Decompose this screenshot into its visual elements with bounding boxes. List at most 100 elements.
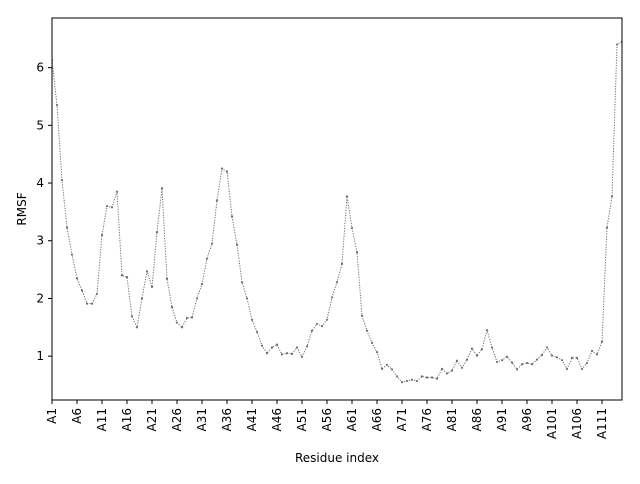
data-point: [475, 354, 479, 357]
data-point: [505, 355, 509, 358]
data-point: [480, 348, 484, 351]
data-point: [255, 330, 259, 334]
data-point: [335, 281, 339, 284]
data-point: [280, 353, 284, 356]
data-point: [610, 195, 614, 198]
data-point: [600, 340, 604, 343]
data-point: [355, 251, 359, 254]
data-point: [415, 379, 419, 383]
data-point: [160, 187, 164, 190]
x-tick-label: A81: [445, 408, 459, 431]
data-point: [445, 372, 449, 375]
data-point: [450, 369, 454, 372]
x-tick-label: A86: [470, 408, 484, 431]
data-point: [540, 353, 544, 357]
data-point: [270, 346, 274, 349]
data-point: [520, 363, 524, 366]
data-point: [225, 170, 229, 173]
data-point: [360, 314, 364, 317]
rmsf-series-line: [52, 41, 622, 383]
y-tick-label: 1: [36, 349, 44, 363]
data-point: [60, 179, 64, 182]
data-point: [500, 359, 504, 362]
x-axis: A1 A6 A11 A16 A21 A26 A31 A36 A41 A46 A51 A56 A61 A66…: [45, 400, 609, 439]
data-point: [235, 243, 239, 246]
data-point: [510, 361, 514, 364]
data-point: [95, 292, 99, 295]
x-tick-label: A11: [95, 408, 109, 431]
x-tick-label: A16: [120, 408, 134, 431]
data-point: [130, 315, 134, 318]
data-point: [460, 366, 464, 369]
x-tick-label: A41: [245, 408, 259, 431]
data-point: [315, 322, 319, 325]
data-point: [220, 167, 224, 170]
y-tick-label: 4: [36, 176, 44, 190]
data-point: [575, 356, 579, 359]
plot-marks: [52, 40, 622, 384]
data-point: [295, 346, 299, 349]
data-point: [275, 343, 279, 346]
data-point: [290, 352, 294, 355]
x-tick-label: A101: [545, 408, 559, 439]
data-point: [110, 206, 114, 209]
x-tick-label: A76: [420, 408, 434, 431]
data-point: [515, 368, 519, 371]
data-point: [555, 356, 559, 359]
data-point: [100, 233, 104, 237]
y-tick-label: 2: [36, 291, 44, 305]
y-axis-label: RMSF: [15, 192, 29, 225]
data-point: [590, 349, 594, 353]
x-tick-label: A96: [520, 408, 534, 431]
data-point: [560, 359, 564, 362]
data-point: [75, 277, 79, 280]
y-tick-label: 5: [36, 118, 44, 132]
data-point: [370, 341, 374, 344]
data-point: [260, 344, 264, 347]
x-tick-label: A61: [345, 408, 359, 431]
data-point: [410, 378, 414, 381]
data-point: [195, 297, 199, 300]
data-point: [215, 199, 219, 202]
data-point: [615, 43, 619, 46]
y-axis: 1 2 3 4 5 6: [36, 61, 52, 363]
data-point: [245, 297, 249, 300]
data-point: [495, 360, 499, 364]
x-tick-label: A111: [595, 408, 609, 439]
data-point: [455, 359, 459, 362]
data-point: [205, 257, 209, 260]
data-point: [485, 329, 489, 332]
data-point: [325, 318, 329, 321]
data-point: [230, 215, 234, 218]
data-point: [210, 242, 214, 245]
data-point: [420, 375, 424, 378]
data-point: [470, 347, 474, 350]
data-point: [330, 296, 334, 299]
x-axis-label: Residue index: [295, 451, 379, 465]
data-point: [285, 352, 289, 355]
data-point: [240, 281, 244, 284]
data-point: [85, 302, 89, 305]
x-tick-label: A66: [370, 408, 384, 431]
data-point: [580, 367, 584, 370]
x-tick-label: A21: [145, 408, 159, 431]
data-point: [605, 226, 609, 229]
data-point: [430, 376, 434, 379]
data-point: [55, 104, 59, 107]
data-point: [80, 289, 84, 292]
data-point: [425, 376, 429, 379]
x-tick-label: A51: [295, 408, 309, 431]
data-point: [530, 363, 534, 366]
data-point: [180, 326, 184, 329]
data-point: [535, 358, 539, 361]
x-tick-label: A106: [570, 408, 584, 439]
data-point: [200, 282, 204, 286]
data-point: [340, 262, 344, 265]
data-point: [115, 190, 119, 193]
data-point: [350, 226, 354, 230]
data-point: [545, 346, 549, 349]
x-tick-label: A71: [395, 408, 409, 431]
data-point: [165, 277, 169, 280]
